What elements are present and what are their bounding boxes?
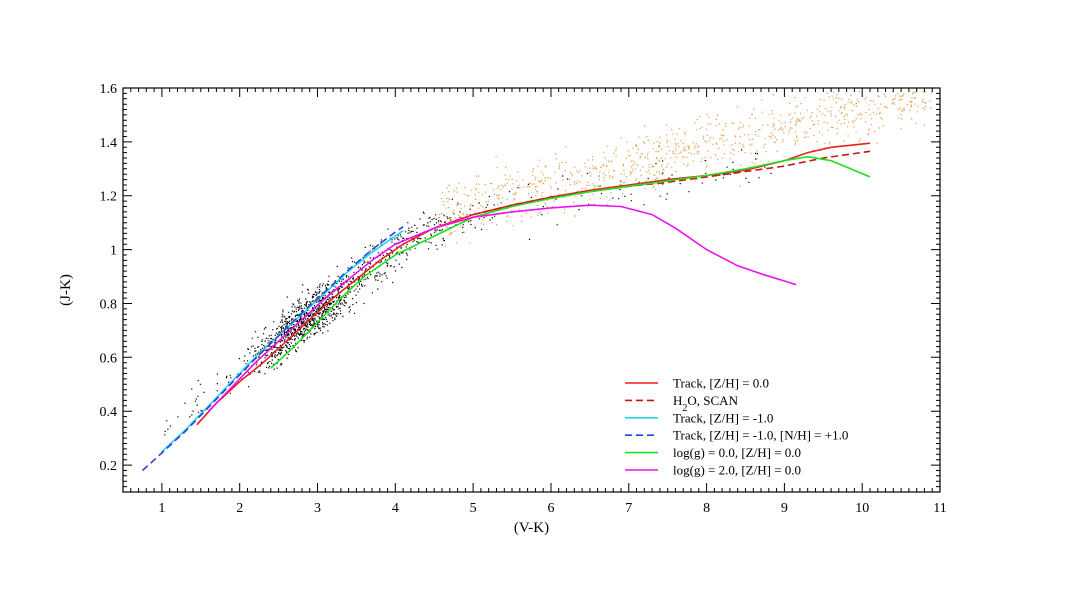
x-tick-label: 5 — [470, 501, 477, 516]
x-tick-label: 10 — [855, 501, 869, 516]
x-tick-label: 3 — [314, 501, 321, 516]
y-tick-label: 1.4 — [100, 136, 118, 151]
y-axis-label: (J-K) — [58, 274, 74, 306]
legend-label-6: log(g) = 2.0, [Z/H] = 0.0 — [673, 463, 801, 478]
x-tick-label: 1 — [158, 501, 165, 516]
y-tick-label: 0.8 — [100, 297, 118, 312]
y-tick-label: 0.6 — [100, 351, 118, 366]
axis-ticks — [122, 87, 941, 493]
series-line-6 — [208, 204, 797, 412]
legend-label-4: Track, [Z/H] = -1.0, [N/H] = +1.0 — [673, 428, 848, 443]
scatter-points — [164, 90, 933, 436]
legend-label-1: Track, [Z/H] = 0.0 — [673, 376, 769, 391]
x-tick-label: 2 — [236, 501, 243, 516]
series-line-3 — [161, 230, 404, 453]
y-tick-label: 0.2 — [100, 459, 118, 474]
y-tick-label: 1.6 — [100, 82, 118, 97]
tick-labels: 1 2 3 4 5 6 7 8 9 10 11 0.2 0.4 0.6 0.8 1 1.2 1.4 1.6 — [100, 82, 947, 516]
series-line-4 — [141, 226, 404, 472]
giant-star-points — [438, 90, 933, 247]
x-axis-label: (V-K) — [514, 520, 549, 536]
x-tick-label: 7 — [625, 501, 632, 516]
series-line-2 — [472, 150, 871, 216]
x-tick-label: 6 — [547, 501, 554, 516]
series-line-5 — [270, 155, 871, 369]
y-tick-label: 1 — [110, 244, 117, 259]
x-tick-label: 11 — [933, 501, 946, 516]
legend-label-5: log(g) = 0.0, [Z/H] = 0.0 — [673, 445, 801, 460]
legend-label-3: Track, [Z/H] = -1.0 — [673, 410, 773, 425]
x-tick-label: 4 — [392, 501, 399, 516]
x-tick-label: 8 — [703, 501, 710, 516]
x-tick-label: 9 — [781, 501, 788, 516]
y-tick-label: 0.4 — [100, 405, 118, 420]
plot-frame — [122, 87, 941, 493]
y-tick-label: 1.2 — [100, 190, 118, 205]
tick-marks — [122, 87, 941, 493]
model-tracks — [141, 142, 871, 472]
